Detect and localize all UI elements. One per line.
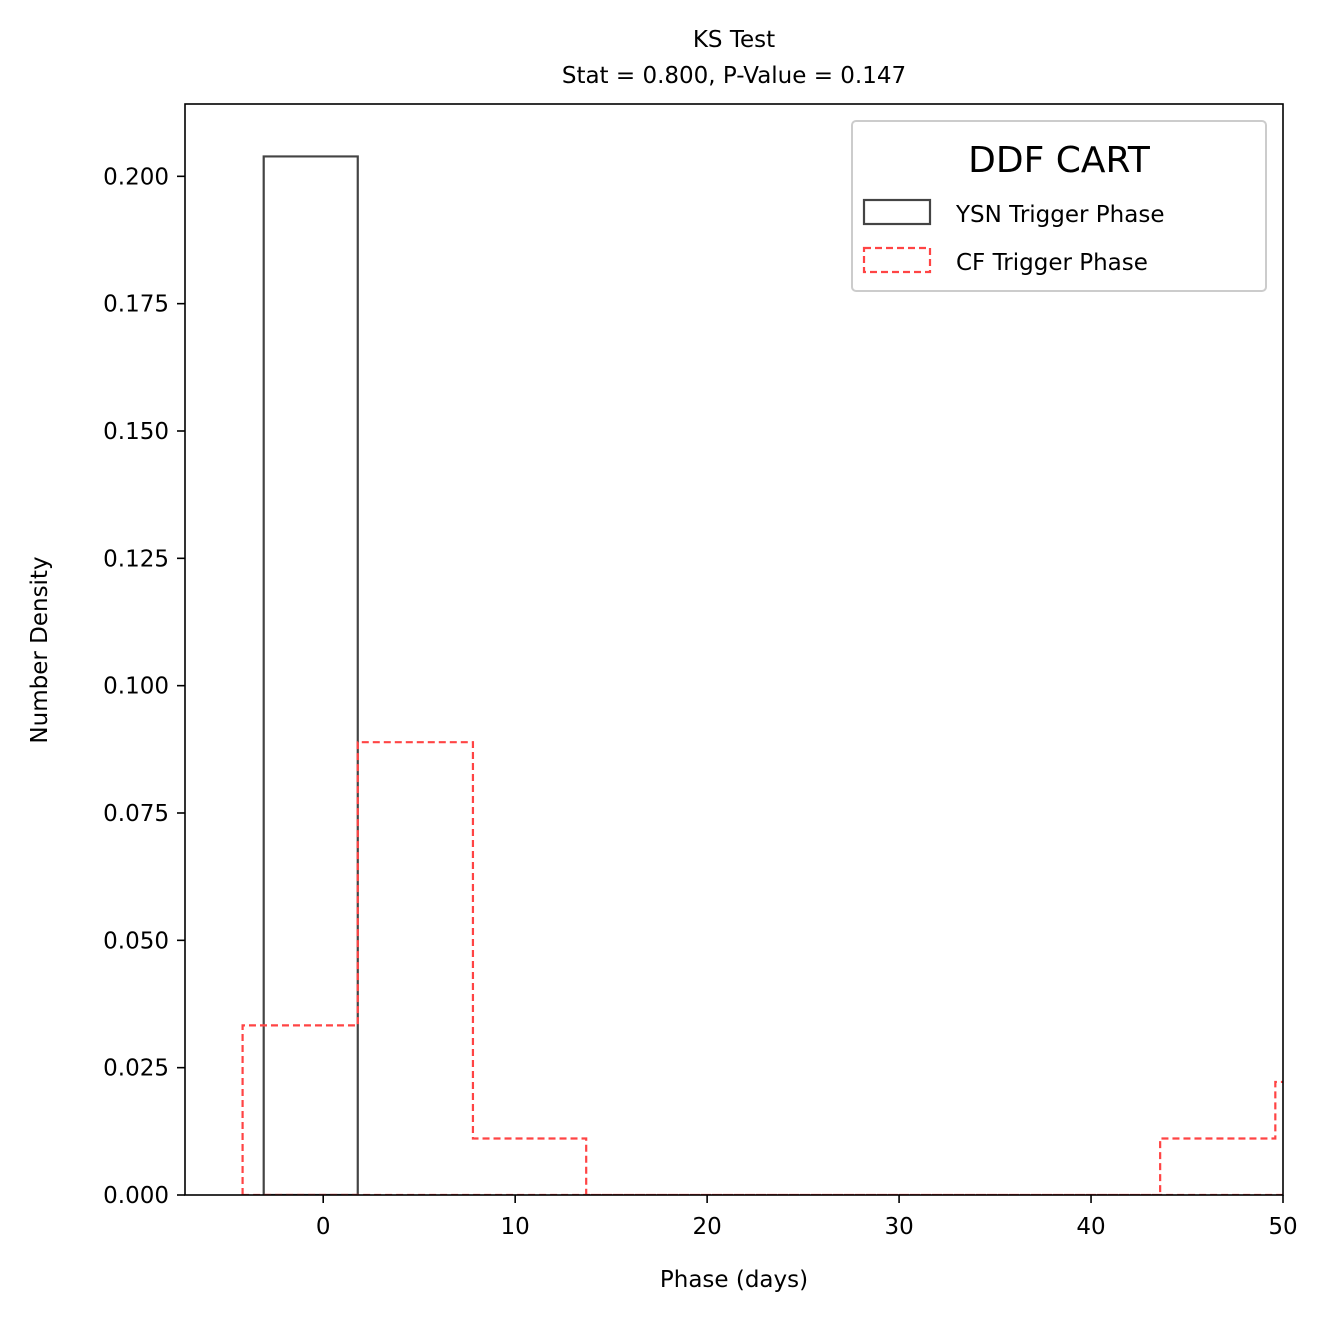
y-axis-ticks: 0.000 0.025 0.050 0.075 0.100 0.125 0.150 0.175… — [103, 164, 185, 1209]
y-tick-label: 0.175 — [103, 292, 169, 318]
legend-swatch-ysn — [862, 198, 932, 226]
legend-swatch-cf — [862, 246, 932, 274]
y-tick-label: 0.000 — [103, 1183, 169, 1209]
chart-subtitle: Stat = 0.800, P-Value = 0.147 — [562, 63, 906, 89]
x-tick-label: 20 — [692, 1214, 721, 1240]
x-tick-label: 30 — [884, 1214, 913, 1240]
histogram-series-ysn — [262, 155, 359, 1195]
y-tick-label: 0.025 — [103, 1056, 169, 1082]
x-tick-label: 10 — [501, 1214, 530, 1240]
x-tick-label: 0 — [316, 1214, 331, 1240]
plot-frame — [184, 103, 1284, 1196]
legend-box — [851, 120, 1267, 292]
legend-title: DDF CART — [968, 140, 1151, 181]
x-tick-label: 50 — [1268, 1214, 1297, 1240]
histogram-bars — [241, 155, 1283, 1195]
chart-title: KS Test — [693, 27, 775, 53]
legend-label-cf: CF Trigger Phase — [956, 250, 1148, 276]
x-tick-label: 40 — [1076, 1214, 1105, 1240]
y-axis-label: Number Density — [27, 556, 53, 743]
legend: DDF CART YSN Trigger Phase CF Trigger Ph… — [851, 120, 1267, 292]
x-axis-ticks: 0 10 20 30 40 50 — [316, 1195, 1298, 1240]
y-tick-label: 0.150 — [103, 419, 169, 445]
histogram-series-cf — [241, 741, 1283, 1195]
y-tick-label: 0.100 — [103, 674, 169, 700]
x-axis-label: Phase (days) — [660, 1267, 808, 1293]
legend-label-ysn: YSN Trigger Phase — [955, 202, 1164, 228]
y-tick-label: 0.125 — [103, 546, 169, 572]
y-tick-label: 0.075 — [103, 801, 169, 827]
y-tick-label: 0.050 — [103, 928, 169, 954]
y-tick-label: 0.200 — [103, 164, 169, 190]
